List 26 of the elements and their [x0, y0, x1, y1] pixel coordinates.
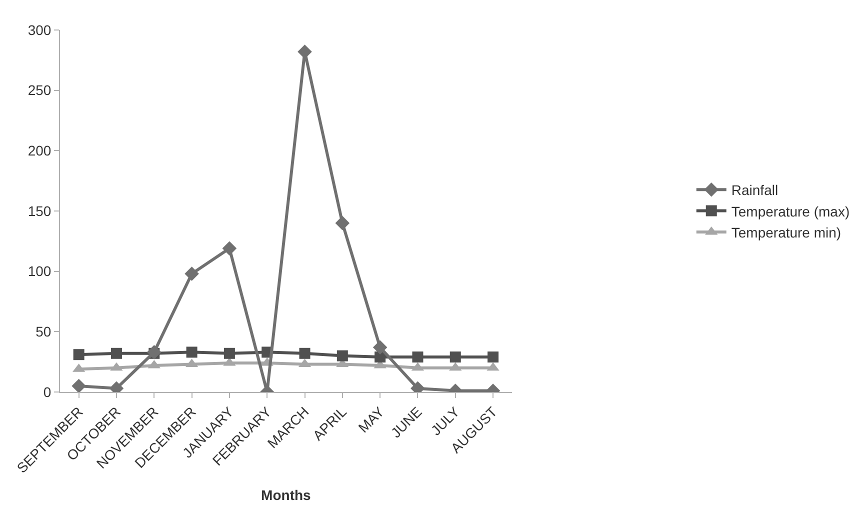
y-tick-label: 150: [28, 202, 52, 219]
y-tick-label: 0: [43, 384, 52, 400]
point: [412, 352, 424, 363]
point: [184, 266, 199, 281]
y-tick-label: 50: [36, 324, 52, 340]
point: [146, 345, 162, 360]
y-tick-label: 200: [28, 142, 52, 159]
point: [110, 348, 122, 359]
x-axis-title: Months: [261, 487, 312, 504]
legend-label: Rainfall: [731, 182, 778, 198]
point: [186, 346, 198, 358]
legend-label: Temperature min): [731, 224, 842, 240]
point: [372, 340, 388, 354]
point: [73, 349, 84, 360]
point: [450, 352, 461, 363]
legend-label: Temperature (max): [731, 203, 850, 220]
point: [488, 352, 499, 363]
y-tick-label: 300: [28, 22, 52, 38]
point: [336, 350, 348, 362]
point: [335, 216, 350, 230]
y-tick-label: 250: [28, 82, 52, 98]
point: [224, 348, 235, 359]
point: [299, 348, 310, 359]
point: [222, 241, 237, 256]
y-tick-label: 100: [28, 263, 52, 280]
point: [72, 378, 86, 392]
